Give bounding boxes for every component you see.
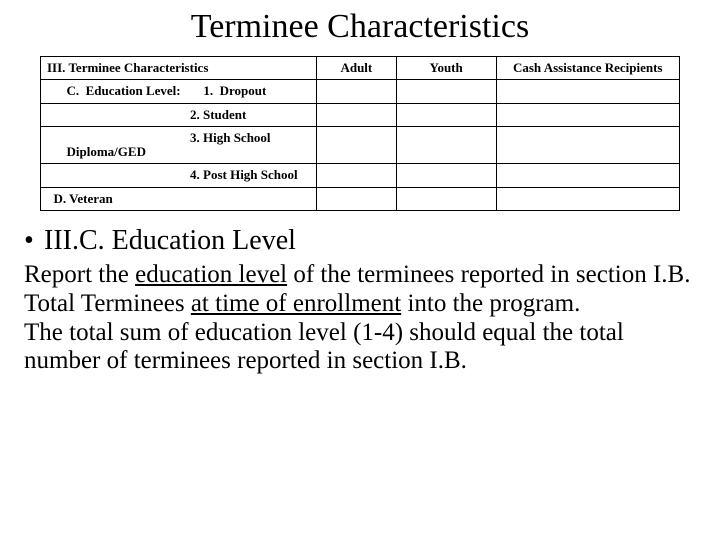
col-header-youth: Youth	[396, 57, 496, 80]
cell	[396, 126, 496, 164]
body-prefix1: Report the	[24, 261, 135, 288]
table-row: 2. Student	[41, 103, 680, 126]
body-underline-1: education level	[135, 261, 287, 288]
row-student: 2. Student	[41, 103, 317, 126]
body-para2: The total sum of education level (1-4) s…	[24, 319, 624, 375]
bullet-text: III.C. Education Level	[44, 225, 296, 256]
table-row: 4. Post High School	[41, 164, 680, 187]
cell	[396, 187, 496, 210]
cell	[316, 103, 396, 126]
table-row: 3. High School Diploma/GED	[41, 126, 680, 164]
body-text: Report the education level of the termin…	[24, 261, 696, 376]
slide-title: Terminee Characteristics	[20, 8, 700, 46]
cell	[396, 103, 496, 126]
table-row: C. Education Level: 1. Dropout	[41, 80, 680, 103]
col-header-adult: Adult	[316, 57, 396, 80]
cell	[396, 80, 496, 103]
cell	[496, 187, 680, 210]
row-veteran: D. Veteran	[41, 187, 317, 210]
characteristics-table: III. Terminee Characteristics Adult Yout…	[40, 56, 680, 211]
row-dropout: C. Education Level: 1. Dropout	[41, 80, 317, 103]
cell	[316, 187, 396, 210]
cell	[316, 164, 396, 187]
cell	[496, 80, 680, 103]
table-section-header: III. Terminee Characteristics	[41, 57, 317, 80]
cell	[496, 103, 680, 126]
cell	[316, 126, 396, 164]
body-suffix1: into the program.	[401, 290, 580, 317]
row-hs-diploma: 3. High School Diploma/GED	[41, 126, 317, 164]
bullet-line: •III.C. Education Level	[24, 225, 700, 257]
cell	[496, 126, 680, 164]
bullet-dot-icon: •	[24, 225, 44, 257]
col-header-cash: Cash Assistance Recipients	[496, 57, 680, 80]
table-row: D. Veteran	[41, 187, 680, 210]
cell	[316, 80, 396, 103]
table-row: III. Terminee Characteristics Adult Yout…	[41, 57, 680, 80]
row-post-hs: 4. Post High School	[41, 164, 317, 187]
cell	[396, 164, 496, 187]
cell	[496, 164, 680, 187]
body-underline-2: at time of enrollment	[191, 290, 401, 317]
